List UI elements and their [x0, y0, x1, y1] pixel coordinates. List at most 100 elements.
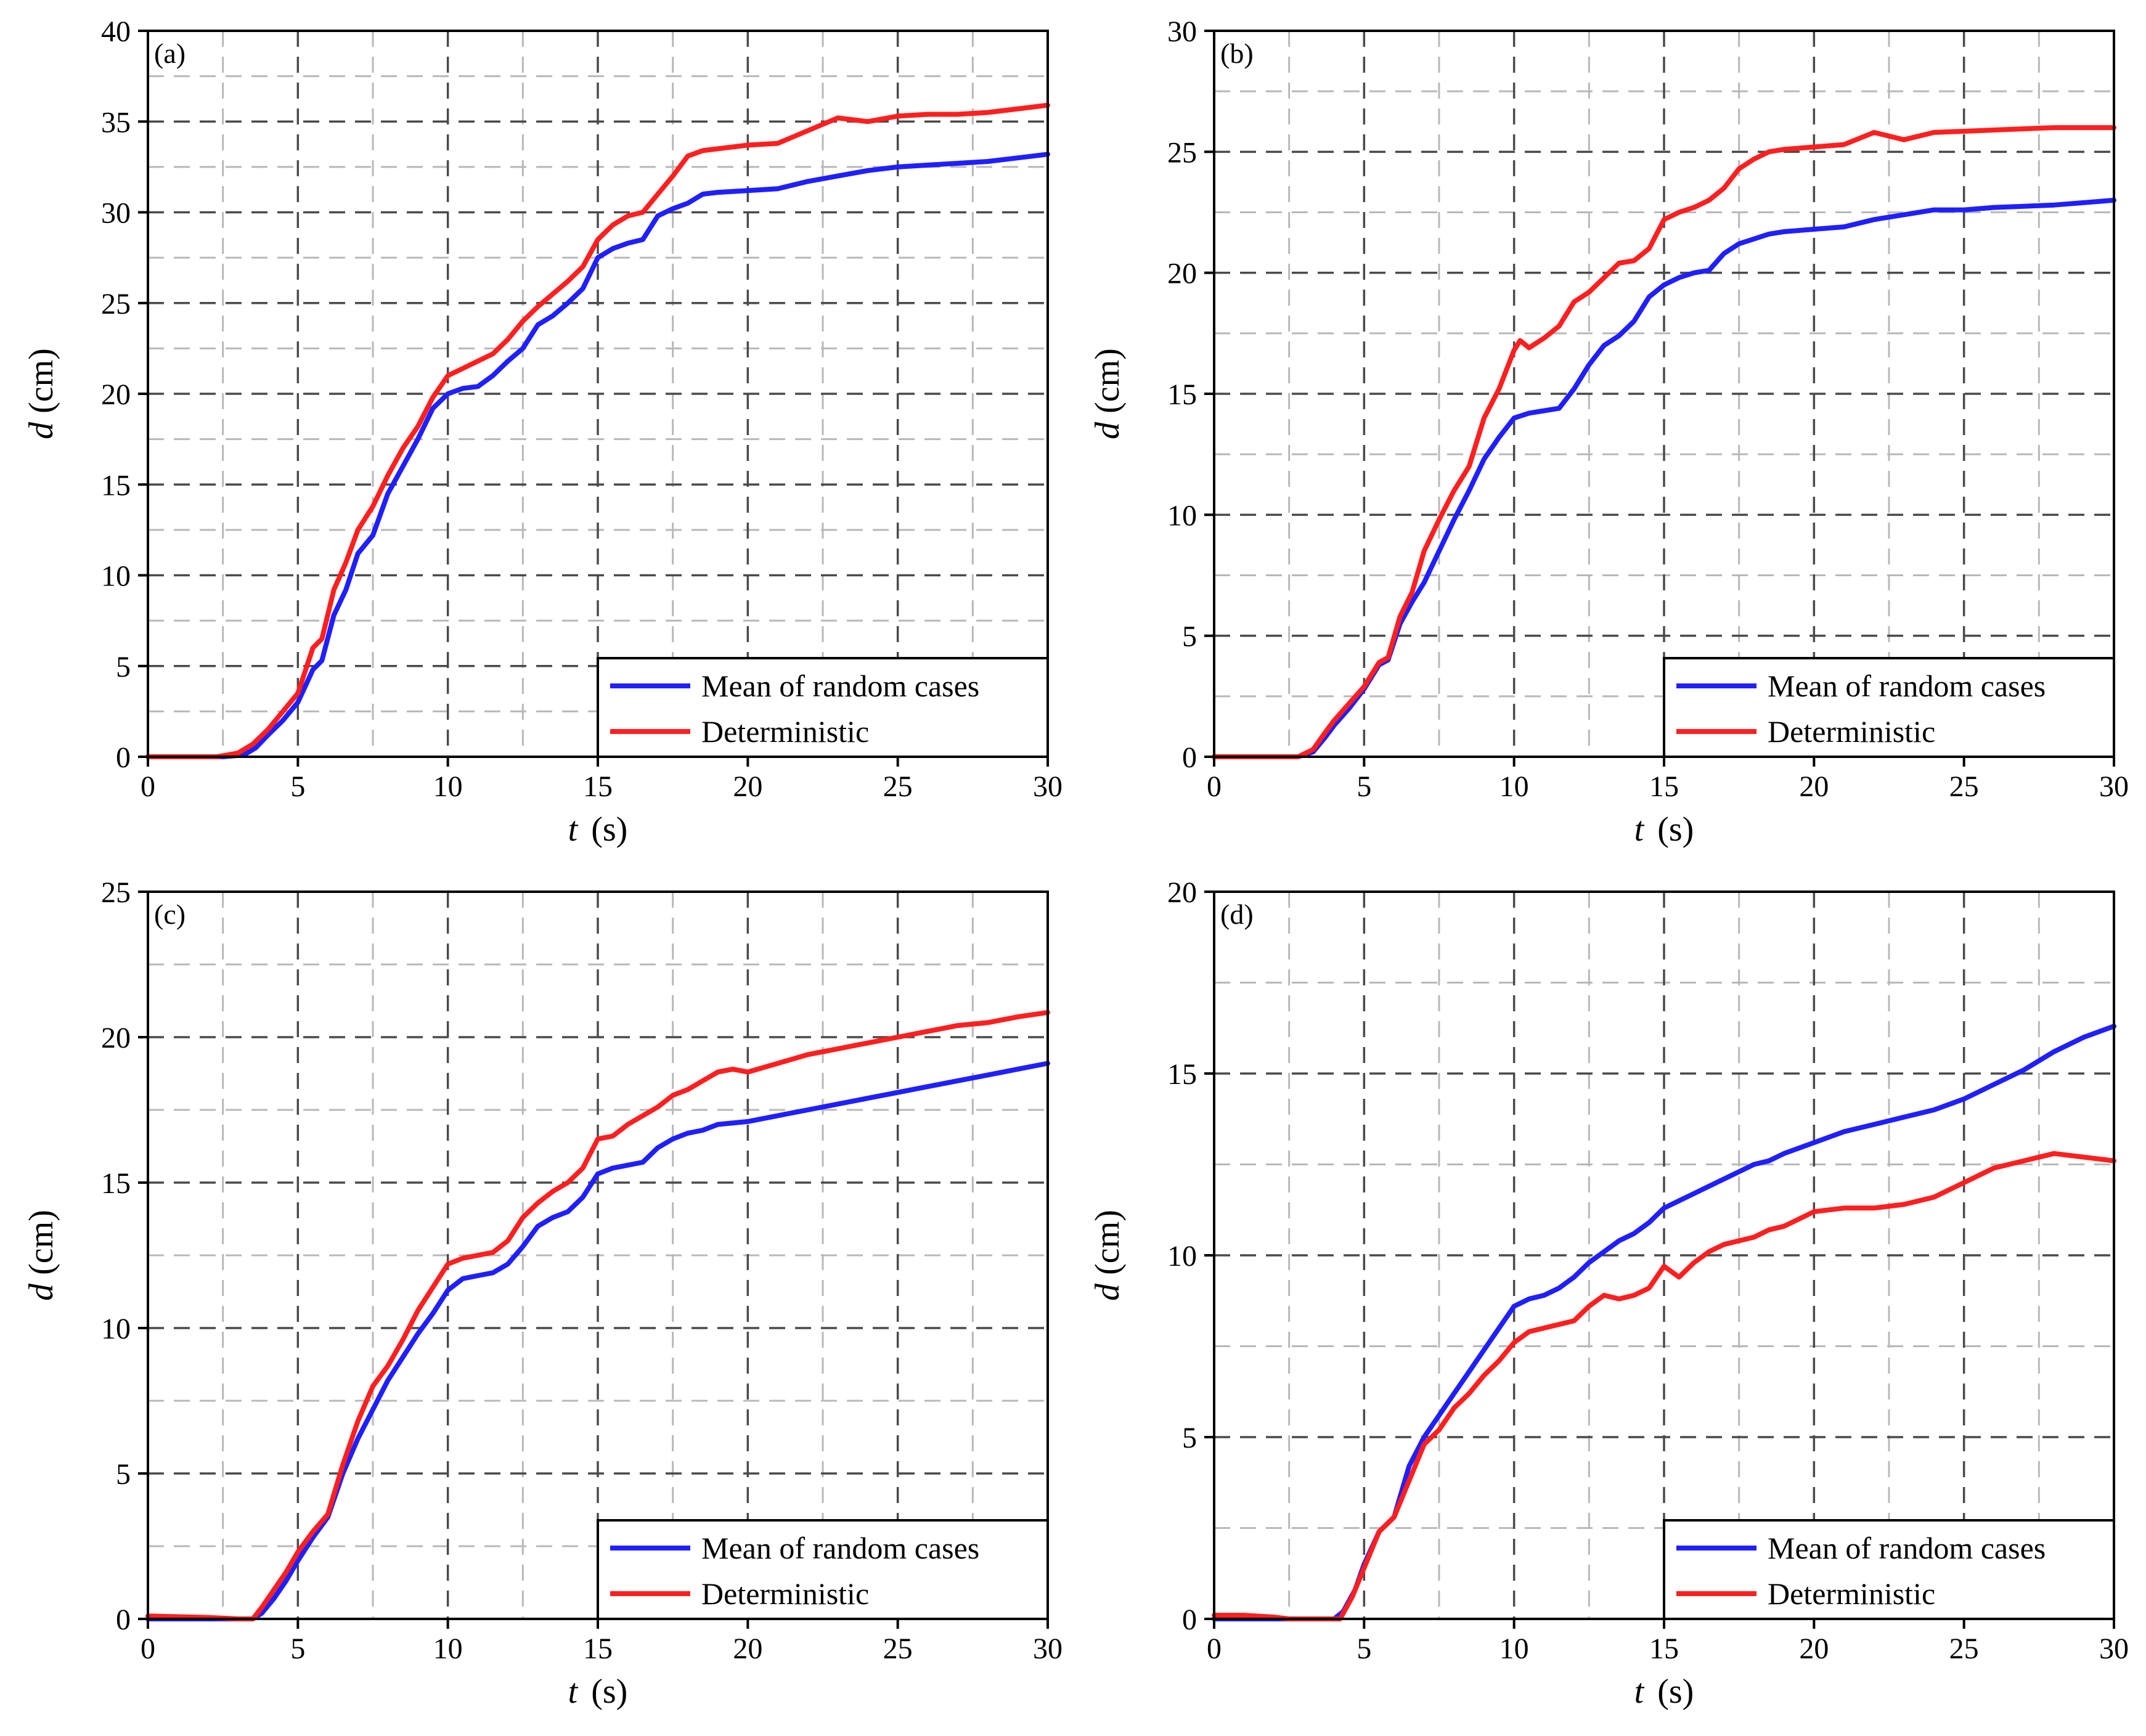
legend-label: Deterministic: [1768, 714, 1935, 749]
x-tick-label: 0: [141, 770, 155, 803]
series-line-mean-random: [145, 152, 1050, 759]
chart-panel: 0 5 10 15 20 25 30 0 5 10 15 20 25 30 t (s) d (cm) (b) Me…: [1088, 15, 2129, 849]
y-axis-unit: (cm): [1088, 1210, 1127, 1275]
x-tick-label: 0: [1207, 1632, 1222, 1665]
legend-label: Deterministic: [701, 714, 869, 749]
legend-box: [597, 1519, 1049, 1620]
y-axis-label: d (cm): [1088, 1210, 1127, 1301]
x-tick-label: 10: [433, 770, 463, 803]
x-tick-label: 20: [733, 770, 762, 803]
y-axis-label: d (cm): [22, 1210, 60, 1301]
panel-label: (d): [1220, 899, 1254, 930]
x-tick-label: 5: [290, 1632, 305, 1665]
y-tick-label: 5: [116, 1458, 131, 1491]
x-tick-label: 15: [583, 1632, 613, 1665]
legend: Mean of random cases Deterministic: [1663, 1519, 2115, 1620]
chart-panel: 0 5 10 15 20 25 30 0 5 10 15 20 t (s) d (cm) (d) Mean o…: [1088, 876, 2129, 1711]
x-tick-label: 15: [583, 770, 613, 803]
y-axis-variable: d: [22, 422, 60, 439]
legend-label: Mean of random cases: [701, 669, 979, 703]
y-tick-label: 10: [101, 1313, 131, 1345]
y-tick-label: 30: [101, 197, 131, 230]
series-line-deterministic: [145, 102, 1050, 759]
x-axis-label: t (s): [568, 1673, 628, 1711]
legend-label: Deterministic: [1768, 1576, 1935, 1611]
series-line-mean-random: [1212, 1024, 2116, 1621]
y-axis-unit: (cm): [22, 348, 60, 414]
x-axis-variable: t: [568, 1673, 579, 1711]
y-tick-label: 40: [101, 15, 131, 48]
x-tick-label: 20: [1799, 1632, 1829, 1665]
y-tick-label: 0: [116, 741, 131, 774]
x-tick-label: 25: [1949, 1632, 1979, 1665]
y-tick-label: 25: [101, 876, 131, 909]
chart-panel: 0 5 10 15 20 25 30 0 5 10 15 20 25 t (s) d (cm) (c) Mean…: [22, 876, 1063, 1711]
y-tick-label: 5: [1182, 1422, 1197, 1454]
x-axis-unit: (s): [1657, 1673, 1694, 1711]
y-tick-label: 10: [1167, 499, 1197, 532]
series-line-deterministic: [145, 1009, 1050, 1621]
y-axis-unit: (cm): [22, 1210, 60, 1275]
y-tick-label: 10: [1167, 1240, 1197, 1273]
y-axis-variable: d: [1088, 1283, 1127, 1301]
y-tick-label: 15: [1167, 1058, 1197, 1091]
x-axis-variable: t: [1634, 810, 1645, 849]
y-tick-label: 20: [101, 1022, 131, 1054]
y-axis-variable: d: [22, 1283, 60, 1301]
y-tick-label: 10: [101, 560, 131, 593]
series-line-deterministic: [1212, 125, 2116, 759]
x-tick-label: 30: [2099, 770, 2129, 803]
panel-label: (a): [154, 38, 186, 69]
y-tick-label: 35: [101, 106, 131, 139]
y-tick-label: 30: [1167, 15, 1197, 48]
series-line-deterministic: [1212, 1151, 2116, 1621]
x-tick-label: 10: [433, 1632, 463, 1665]
y-axis-label: d (cm): [22, 348, 60, 439]
y-axis-unit: (cm): [1088, 348, 1127, 414]
x-axis-unit: (s): [1657, 810, 1694, 849]
y-tick-label: 5: [116, 651, 131, 683]
x-tick-label: 5: [1357, 770, 1371, 803]
y-tick-label: 15: [101, 469, 131, 502]
legend: Mean of random cases Deterministic: [597, 1519, 1049, 1620]
x-tick-label: 25: [883, 770, 913, 803]
x-tick-label: 5: [290, 770, 305, 803]
x-tick-label: 20: [733, 1632, 762, 1665]
legend-box: [597, 657, 1049, 758]
y-tick-label: 0: [1182, 741, 1197, 774]
legend-label: Mean of random cases: [701, 1531, 979, 1565]
legend: Mean of random cases Deterministic: [1663, 657, 2115, 758]
x-axis-variable: t: [1634, 1673, 1645, 1711]
x-tick-label: 15: [1649, 1632, 1679, 1665]
y-axis-variable: d: [1088, 422, 1127, 439]
y-tick-label: 15: [101, 1167, 131, 1200]
legend-label: Mean of random cases: [1768, 669, 2046, 703]
panel-label: (c): [154, 899, 186, 930]
x-tick-label: 30: [1033, 1632, 1063, 1665]
x-axis-unit: (s): [591, 1673, 627, 1711]
x-tick-label: 25: [1949, 770, 1979, 803]
legend-label: Mean of random cases: [1768, 1531, 2046, 1565]
x-axis-label: t (s): [568, 810, 628, 849]
y-tick-label: 20: [101, 378, 131, 411]
x-tick-label: 0: [141, 1632, 155, 1665]
x-axis-label: t (s): [1634, 810, 1694, 849]
y-tick-label: 15: [1167, 378, 1197, 411]
x-tick-label: 30: [2099, 1632, 2129, 1665]
panel-label: (b): [1220, 38, 1254, 69]
x-tick-label: 25: [883, 1632, 913, 1665]
x-axis-unit: (s): [591, 810, 627, 849]
y-axis-label: d (cm): [1088, 348, 1127, 439]
x-tick-label: 10: [1499, 770, 1529, 803]
x-tick-label: 20: [1799, 770, 1829, 803]
x-tick-label: 5: [1357, 1632, 1371, 1665]
x-axis-variable: t: [568, 810, 579, 849]
y-tick-label: 5: [1182, 621, 1197, 653]
y-tick-label: 20: [1167, 258, 1197, 290]
y-tick-label: 0: [116, 1604, 131, 1636]
legend-box: [1663, 1519, 2115, 1620]
legend-label: Deterministic: [701, 1576, 869, 1611]
x-tick-label: 0: [1207, 770, 1222, 803]
